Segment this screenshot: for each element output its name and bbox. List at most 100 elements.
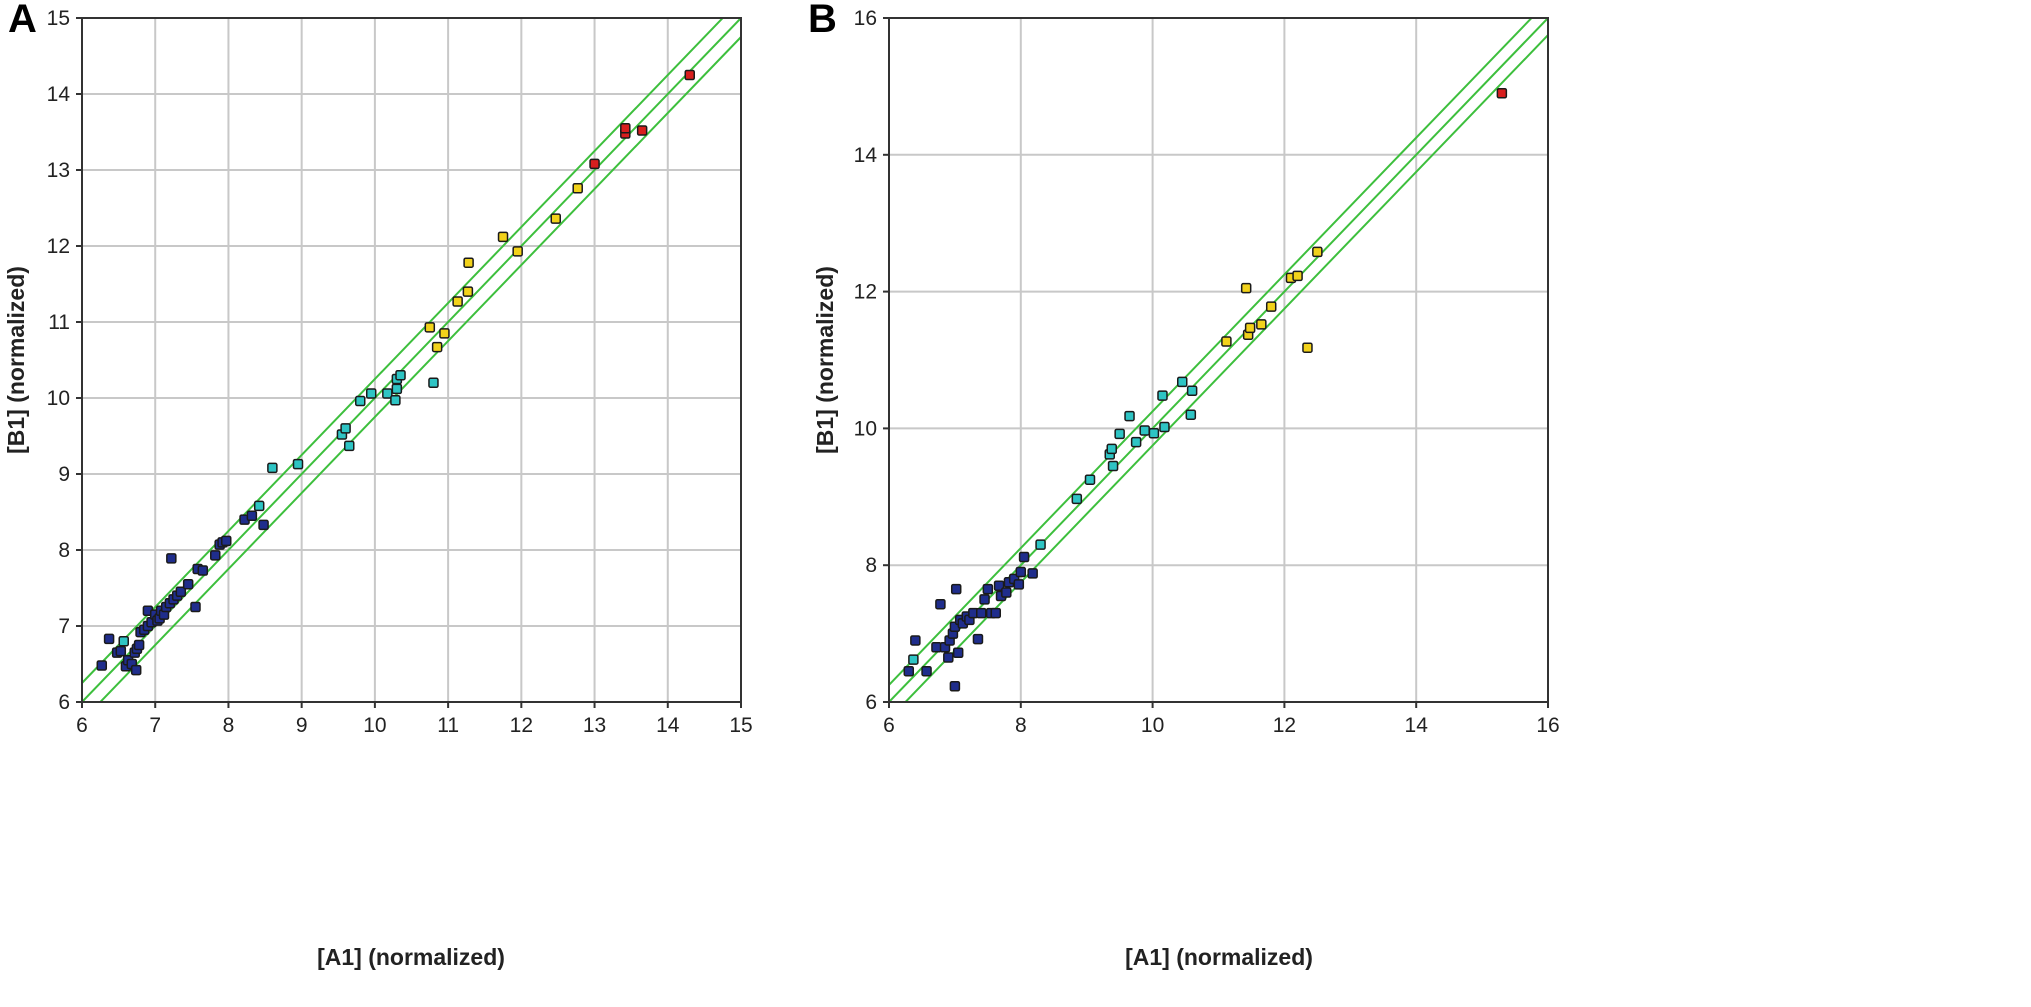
- panel-b-y-tick-label: 8: [865, 554, 877, 577]
- panel-b-data-point: [935, 598, 946, 610]
- panel-a-data-point: [550, 213, 561, 224]
- panel-a-data-point: [428, 377, 439, 389]
- panel-a-data-point: [620, 122, 631, 134]
- panel-b-data-point: [1256, 319, 1267, 330]
- panel-a-reference-lines: [82, 18, 741, 702]
- panel-b: B 6 8 10 12 14 16 6 8 10 12 14 16 [A1] (normalized)…: [808, 0, 1560, 970]
- panel-b-data-point: [1001, 587, 1012, 598]
- panel-b-data-point: [1177, 376, 1188, 388]
- panel-b-data-point: [1240, 282, 1252, 294]
- panel-b-data-point: [950, 583, 962, 595]
- panel-a-y-tick-label: 11: [48, 311, 70, 334]
- panel-a-x-tick-label: 12: [510, 714, 533, 737]
- panel-b-data-point: [982, 583, 994, 595]
- panel-b-data-point: [1013, 579, 1025, 590]
- panel-a-y-tick-label: 15: [47, 7, 70, 30]
- panel-a-data-point: [462, 286, 474, 297]
- panel-a-x-tick-label: 13: [583, 714, 606, 737]
- panel-a-data-point: [431, 341, 443, 353]
- panel-a-data-point: [684, 69, 695, 81]
- panel-a-data-point: [390, 395, 401, 406]
- panel-a-data-point: [365, 388, 377, 399]
- panel-a-data-point: [133, 639, 145, 651]
- panel-b-data-point: [1148, 427, 1160, 439]
- panel-b-y-tick-label: 16: [854, 7, 877, 30]
- panel-b-x-tick-label: 8: [1015, 714, 1027, 737]
- panel-a-data-point: [166, 553, 177, 564]
- panel-a-data-point: [636, 125, 648, 136]
- panel-b-data-point: [1018, 551, 1030, 563]
- panel-b-data-point: [1107, 460, 1119, 472]
- panel-a-plot-area: 6 7 8 9 10 11 12 13 14 15 6 7 8 9 10 11 12 13 14 15: [47, 7, 753, 737]
- panel-a-data-point: [452, 296, 463, 307]
- panel-b-data-point: [1114, 428, 1125, 440]
- panel-a-y-tick-label: 14: [47, 83, 71, 106]
- panel-b-data-point: [1221, 336, 1232, 347]
- panel-b-data-point: [943, 652, 954, 663]
- panel-a-points: [96, 69, 695, 676]
- panel-b-y-tick-label: 12: [854, 281, 877, 304]
- panel-a-x-tick-label: 6: [76, 714, 88, 737]
- panel-b-data-point: [1157, 390, 1168, 401]
- panel-b-x-tick-label: 14: [1405, 714, 1429, 737]
- panel-a-y-tick-label: 13: [47, 159, 70, 182]
- panel-a-x-tick-label: 10: [363, 714, 386, 737]
- panel-a-y-axis-label: [B1] (normalized): [3, 266, 29, 454]
- panel-a-data-point: [197, 565, 209, 576]
- panel-b-x-axis-label: [A1] (normalized): [1125, 944, 1313, 970]
- panel-b-data-point: [1035, 539, 1046, 550]
- panel-a-y-tick-label: 7: [58, 615, 70, 638]
- panel-a-data-point: [253, 500, 265, 512]
- panel-b-data-point: [1015, 566, 1027, 578]
- panel-b-y-tick-label: 6: [865, 691, 877, 714]
- panel-a-x-tick-label: 14: [656, 714, 680, 737]
- panel-a-x-tick-label: 8: [223, 714, 235, 737]
- panel-b-data-point: [1106, 443, 1117, 455]
- panel-b-y-axis-label: [B1] (normalized): [812, 266, 838, 454]
- panel-b-data-point: [949, 681, 961, 692]
- panel-a: A 6 7 8 9 10 11 12 13 14 15 6 7 8 9 10 11 12 13 14 15 [A1] …: [3, 0, 753, 970]
- panel-a-data-point: [395, 369, 406, 381]
- panel-a-data-point: [210, 550, 221, 561]
- panel-b-x-tick-label: 6: [883, 714, 895, 737]
- panel-b-data-point: [910, 635, 921, 646]
- panel-a-x-tick-label: 15: [729, 714, 752, 737]
- panel-a-data-point: [354, 395, 366, 407]
- panel-a-x-tick-label: 7: [149, 714, 161, 737]
- panel-b-data-point: [1185, 409, 1197, 420]
- panel-a-data-point: [497, 231, 509, 243]
- panel-b-data-point: [1302, 342, 1313, 353]
- panel-b-data-point: [1124, 410, 1135, 422]
- panel-a-letter: A: [8, 0, 37, 41]
- panel-b-data-point: [1130, 436, 1142, 448]
- panel-a-y-tick-label: 8: [58, 539, 70, 562]
- panel-a-data-point: [246, 510, 258, 522]
- panel-a-data-point: [130, 664, 142, 676]
- panel-b-letter: B: [808, 0, 837, 41]
- panel-a-reference-line-1: [82, 18, 725, 684]
- panel-a-data-point: [118, 635, 129, 647]
- panel-b-data-point: [1159, 421, 1170, 433]
- panel-b-plot-frame: [888, 17, 1549, 703]
- panel-b-data-point: [979, 594, 990, 605]
- panel-a-plot-frame: [81, 17, 742, 703]
- panel-a-y-tick-label: 9: [58, 463, 70, 486]
- panel-b-data-point: [972, 633, 984, 645]
- panel-a-data-point: [382, 388, 393, 399]
- panel-a-y-tick-label: 12: [47, 235, 70, 258]
- panel-a-data-point: [340, 423, 351, 434]
- panel-b-plot-area: 6 8 10 12 14 16 6 8 10 12 14 16: [854, 7, 1560, 737]
- panel-a-data-point: [512, 246, 523, 257]
- panel-b-data-point: [1084, 474, 1096, 485]
- panel-a-x-axis-label: [A1] (normalized): [317, 944, 505, 970]
- panel-b-data-point: [952, 647, 964, 659]
- panel-a-data-point: [115, 645, 127, 657]
- panel-a-reference-line-3: [98, 36, 741, 702]
- panel-a-data-point: [463, 257, 474, 268]
- panel-a-data-point: [292, 458, 304, 470]
- panel-b-x-tick-label: 12: [1273, 714, 1296, 737]
- panel-b-data-point: [1139, 425, 1150, 436]
- panel-a-data-point: [424, 322, 436, 333]
- panel-a-y-tick-label: 10: [47, 387, 70, 410]
